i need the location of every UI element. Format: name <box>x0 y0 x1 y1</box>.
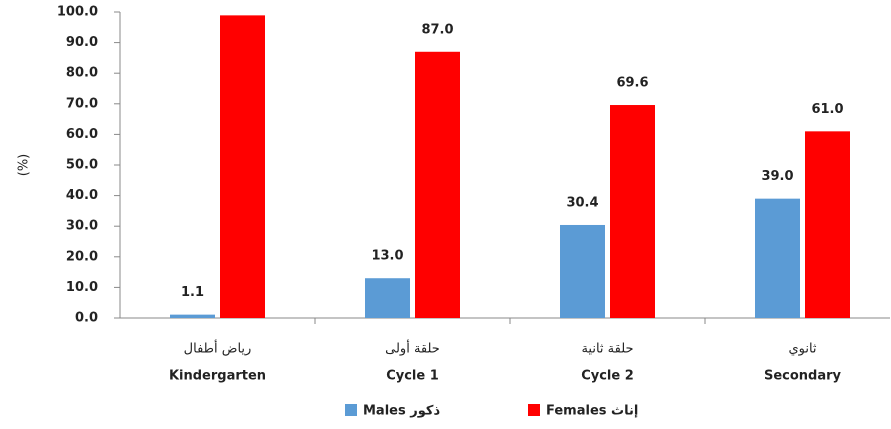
y-tick-label: 20.0 <box>66 249 98 264</box>
x-tick-label: ثانوي <box>788 342 816 357</box>
x-tick-label: Secondary <box>764 369 842 384</box>
bar <box>560 224 605 318</box>
y-tick-label: 90.0 <box>66 35 98 50</box>
x-tick-label: حلقة ثانية <box>581 342 633 357</box>
y-tick-label: 50.0 <box>66 158 98 173</box>
legend-label: Females إناث <box>546 404 638 419</box>
bar <box>755 198 800 318</box>
x-tick-label: حلقة أولى <box>385 340 440 357</box>
bar <box>220 15 265 319</box>
x-tick-label: Kindergarten <box>169 369 266 384</box>
y-tick-label: 100.0 <box>57 5 98 20</box>
y-tick-label: 10.0 <box>66 280 98 295</box>
y-tick-label: 40.0 <box>66 188 98 203</box>
data-label: 39.0 <box>761 169 793 184</box>
y-tick-label: 80.0 <box>66 66 98 81</box>
data-label: 30.4 <box>566 195 598 210</box>
data-label: 1.1 <box>181 285 204 300</box>
legend-swatch <box>345 404 357 416</box>
x-tick-label: رياض أطفال <box>184 340 252 357</box>
bar <box>365 278 410 318</box>
y-tick-label: 60.0 <box>66 127 98 142</box>
data-label: 61.0 <box>811 102 843 117</box>
data-label: 87.0 <box>421 22 453 37</box>
bar <box>610 105 655 318</box>
x-tick-label: Cycle 1 <box>386 369 439 384</box>
data-label: 69.6 <box>616 76 648 91</box>
bar <box>170 314 215 318</box>
y-axis-label: (%) <box>17 154 32 177</box>
data-label: 98.9 <box>226 0 258 1</box>
y-tick-label: 70.0 <box>66 96 98 111</box>
bar <box>805 131 850 318</box>
data-label: 13.0 <box>371 249 403 264</box>
legend-swatch <box>528 404 540 416</box>
y-tick-label: 30.0 <box>66 219 98 234</box>
legend-label: Males ذكور <box>363 404 440 419</box>
x-tick-label: Cycle 2 <box>581 369 634 384</box>
y-tick-label: 0.0 <box>75 311 98 326</box>
bar <box>415 51 460 318</box>
